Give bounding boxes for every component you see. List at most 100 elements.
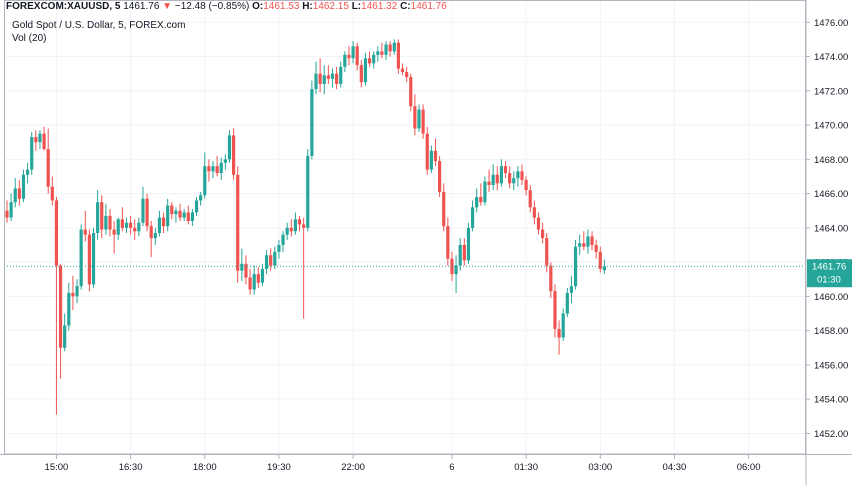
candle-body bbox=[330, 73, 335, 79]
candle-body bbox=[120, 219, 124, 228]
symbol-label[interactable]: FOREXCOM:XAUUSD, 5 bbox=[6, 1, 121, 12]
candle-body bbox=[421, 109, 425, 134]
x-tick-label: 15:00 bbox=[45, 462, 69, 473]
candle-body bbox=[30, 137, 34, 170]
current-price-tag-value: 1461.76 bbox=[812, 262, 846, 273]
candle-body bbox=[536, 217, 541, 230]
candle-body bbox=[277, 244, 281, 252]
candle-body bbox=[470, 207, 475, 228]
candle-body bbox=[281, 234, 285, 245]
candle-body bbox=[83, 229, 87, 235]
candle-body bbox=[438, 161, 442, 192]
candle-body bbox=[339, 66, 343, 84]
candle-body bbox=[425, 133, 429, 170]
candle-body bbox=[310, 89, 314, 156]
candle-body bbox=[38, 133, 42, 143]
candle-body bbox=[96, 202, 100, 233]
candle-body bbox=[487, 181, 491, 186]
candle-body bbox=[578, 243, 582, 247]
candle-body bbox=[174, 210, 178, 215]
candle-body bbox=[466, 227, 471, 261]
candle-body bbox=[454, 265, 458, 275]
high-value: 1462.15 bbox=[312, 1, 349, 12]
candle-body bbox=[565, 292, 569, 314]
candle-body bbox=[91, 232, 96, 285]
candle-body bbox=[170, 205, 174, 215]
candle-body bbox=[124, 222, 129, 228]
candle-body bbox=[75, 286, 79, 297]
candle-body bbox=[367, 58, 372, 64]
close-value: 1461.76 bbox=[410, 1, 447, 12]
instrument-subtitle: Gold Spot / U.S. Dollar, 5, FOREX.com bbox=[12, 20, 186, 31]
candle-body bbox=[409, 77, 413, 107]
candle-body bbox=[108, 215, 112, 230]
candle-body bbox=[219, 162, 223, 174]
candle-body bbox=[429, 150, 433, 170]
candle-body bbox=[475, 197, 479, 208]
candle-body bbox=[347, 54, 351, 59]
candle-body bbox=[293, 219, 297, 232]
candle-body bbox=[166, 205, 170, 227]
x-tick-label: 22:00 bbox=[341, 462, 365, 473]
price-tag-group: 1461.76 01:30 bbox=[807, 259, 852, 288]
candle-body bbox=[458, 244, 462, 266]
candle-body bbox=[63, 325, 67, 348]
candle-body bbox=[157, 217, 162, 233]
grid-lines bbox=[4, 0, 806, 454]
candle-body bbox=[21, 174, 26, 199]
candle-body bbox=[545, 238, 549, 266]
candle-body bbox=[602, 266, 606, 271]
volume-legend[interactable]: Vol (20) bbox=[12, 33, 47, 44]
open-value: 1461.53 bbox=[263, 1, 300, 12]
candle-body bbox=[508, 173, 512, 184]
candle-body bbox=[376, 51, 380, 55]
candle-body bbox=[54, 200, 59, 266]
candle-body bbox=[112, 229, 116, 235]
candle-body bbox=[264, 255, 269, 269]
y-tick-label: 1454.00 bbox=[814, 395, 848, 406]
open-label: O: bbox=[252, 1, 264, 12]
candle-body bbox=[67, 292, 71, 326]
y-tick-label: 1458.00 bbox=[814, 326, 848, 337]
candle-body bbox=[380, 51, 384, 55]
candle-body bbox=[553, 291, 557, 329]
candle-body bbox=[499, 166, 503, 184]
candle-body bbox=[244, 263, 248, 278]
y-tick-label: 1464.00 bbox=[814, 223, 848, 234]
x-tick-label: 6 bbox=[449, 462, 454, 473]
candle-body bbox=[396, 42, 400, 69]
candle-body bbox=[87, 234, 91, 285]
candle-body bbox=[137, 222, 141, 232]
candle-body bbox=[343, 54, 347, 67]
candle-body bbox=[598, 251, 602, 269]
candle-body bbox=[207, 166, 211, 172]
candle-body bbox=[129, 222, 133, 228]
candle-body bbox=[363, 58, 368, 83]
candle-body bbox=[446, 226, 450, 259]
candle-body bbox=[161, 217, 166, 227]
candle-body bbox=[203, 166, 207, 196]
candle-body bbox=[405, 71, 409, 78]
y-tick-label: 1452.00 bbox=[814, 429, 848, 440]
candle-body bbox=[104, 215, 108, 230]
change-down-icon: ▼ bbox=[162, 1, 173, 12]
candle-body bbox=[384, 44, 388, 55]
candle-body bbox=[34, 137, 38, 143]
candle-body bbox=[335, 73, 339, 84]
candle-body bbox=[590, 236, 594, 245]
candle-body bbox=[302, 224, 306, 228]
low-label: L: bbox=[351, 1, 362, 12]
y-tick-label: 1468.00 bbox=[814, 155, 848, 166]
candle-body bbox=[199, 195, 203, 201]
price-tag-countdown: 01:30 bbox=[817, 275, 841, 286]
candle-body bbox=[359, 65, 363, 83]
candle-body bbox=[149, 226, 153, 239]
plot-frame bbox=[4, 0, 806, 455]
x-tick-label: 06:00 bbox=[737, 462, 761, 473]
candle-body bbox=[232, 135, 236, 175]
candle-body bbox=[46, 149, 50, 187]
candle-body bbox=[79, 229, 83, 287]
